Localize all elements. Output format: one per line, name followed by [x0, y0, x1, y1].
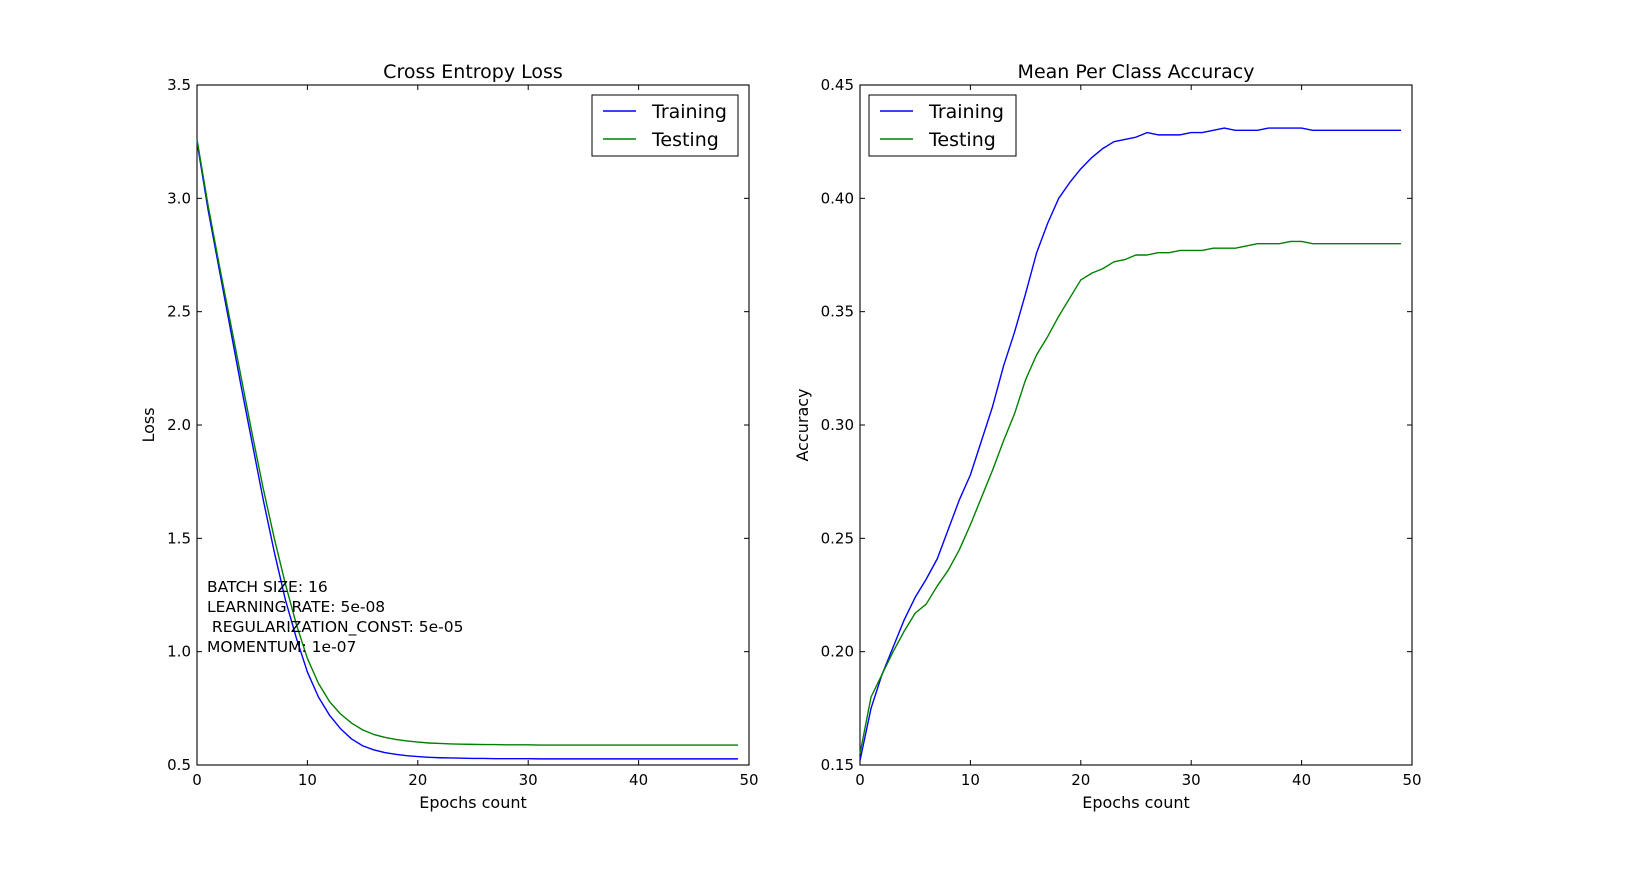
series-line-training	[196, 141, 738, 760]
legend-label-testing: Testing	[651, 129, 719, 151]
y-tick-label: 3.0	[167, 189, 191, 207]
chart-title: Cross Entropy Loss	[383, 61, 563, 83]
legend-box	[868, 94, 1017, 157]
annotation-line: REGULARIZATION_CONST: 5e-05	[207, 618, 463, 637]
legend-box	[591, 94, 739, 157]
series-line-training	[859, 127, 1401, 761]
hyperparameter-annotation: BATCH SIZE: 16 LEARNING RATE: 5e-08 REGUL…	[207, 578, 463, 656]
legend-label-training: Training	[928, 101, 1004, 123]
y-tick-label: 0.25	[821, 529, 854, 547]
y-tick-label: 0.15	[821, 756, 854, 774]
y-tick-label: 0.20	[821, 643, 854, 661]
x-tick-label: 30	[1182, 771, 1201, 789]
y-tick-label: 0.35	[821, 303, 854, 321]
y-tick-label: 0.30	[821, 416, 854, 434]
legend-label-training: Training	[651, 101, 727, 123]
y-tick-label: 2.5	[167, 303, 191, 321]
y-tick-label: 2.0	[167, 416, 191, 434]
x-axis-label: Epochs count	[419, 793, 527, 812]
series-line-testing	[196, 139, 738, 746]
x-tick-label: 50	[1402, 771, 1421, 789]
annotation-line: MOMENTUM: 1e-07	[207, 638, 356, 656]
y-tick-label: 0.40	[821, 189, 854, 207]
chart-2: 0 10 20 30 40 50 0.15 0.20 0.25 0.30 0.35 0.40 0.45 M…	[793, 61, 1422, 812]
x-tick-label: 20	[408, 771, 427, 789]
legend: Training Testing	[868, 94, 1017, 157]
annotation-line: LEARNING RATE: 5e-08	[207, 598, 385, 616]
y-tick-label: 3.5	[167, 76, 191, 94]
y-tick-label: 0.45	[821, 76, 854, 94]
x-tick-label: 0	[855, 771, 865, 789]
chart-title: Mean Per Class Accuracy	[1018, 61, 1255, 83]
y-axis-label: Loss	[139, 407, 158, 442]
annotation-line: BATCH SIZE: 16	[207, 578, 328, 596]
x-tick-label: 20	[1071, 771, 1090, 789]
chart-1: 0 10 20 30 40 50 0.5 1.0 1.5 2.0 2.5 3.0 3.5 Cross En…	[139, 61, 759, 812]
x-tick-label: 0	[192, 771, 202, 789]
x-tick-label: 30	[519, 771, 538, 789]
x-tick-label: 40	[1292, 771, 1311, 789]
legend: Training Testing	[591, 94, 739, 157]
y-tick-label: 1.0	[167, 643, 191, 661]
y-tick-label: 1.5	[167, 529, 191, 547]
x-tick-label: 10	[961, 771, 980, 789]
series-line-testing	[859, 240, 1401, 754]
legend-label-testing: Testing	[928, 129, 996, 151]
x-tick-label: 50	[739, 771, 758, 789]
y-tick-label: 0.5	[167, 756, 191, 774]
y-axis-label: Accuracy	[793, 388, 812, 461]
x-axis-label: Epochs count	[1082, 793, 1190, 812]
x-tick-label: 40	[629, 771, 648, 789]
x-tick-label: 10	[298, 771, 317, 789]
